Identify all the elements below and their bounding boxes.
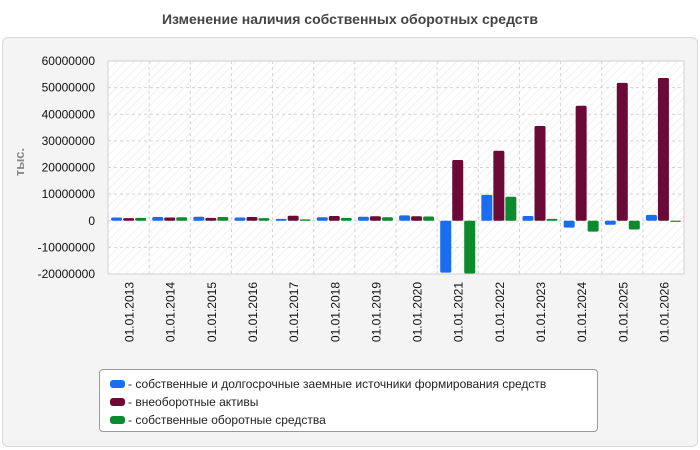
- bar: [423, 216, 435, 221]
- legend-swatch-working-capital: [110, 416, 125, 424]
- bar: [205, 217, 217, 221]
- legend: - собственные и долгосрочные заемные ист…: [99, 369, 598, 432]
- bar: [481, 194, 493, 221]
- bar: [258, 218, 270, 221]
- bar: [275, 218, 287, 221]
- bar: [616, 82, 628, 221]
- x-tick-label: 01.01.2023: [534, 282, 548, 342]
- y-tick-label: 0: [88, 214, 95, 228]
- bar: [111, 217, 123, 221]
- bar: [522, 215, 534, 221]
- chart-title: Изменение наличия собственных оборотных …: [161, 11, 539, 27]
- legend-item-sources: - собственные и долгосрочные заемные ист…: [100, 375, 597, 393]
- y-axis-label: тыс.: [12, 148, 27, 176]
- legend-swatch-noncurrent-assets: [110, 398, 125, 406]
- bar: [299, 219, 311, 221]
- x-tick-label: 01.01.2016: [246, 282, 260, 342]
- y-tick-label: -20000000: [38, 267, 96, 281]
- bar: [534, 125, 546, 221]
- y-tick-label: 30000000: [42, 134, 96, 148]
- bar: [411, 216, 423, 221]
- x-tick-label: 01.01.2026: [657, 282, 671, 342]
- bar: [176, 217, 188, 221]
- bar: [587, 220, 599, 232]
- bar: [440, 220, 452, 273]
- bar: [217, 217, 229, 221]
- x-tick-label: 01.01.2013: [123, 282, 137, 342]
- bar: [369, 216, 381, 221]
- bar: [452, 160, 464, 221]
- bar: [316, 217, 328, 221]
- y-tick-label: -10000000: [38, 240, 96, 254]
- bar: [464, 220, 476, 274]
- x-tick-label: 01.01.2020: [411, 282, 425, 342]
- legend-label-working-capital: - собственные оборотные средства: [128, 413, 326, 427]
- y-tick-label: 50000000: [42, 81, 96, 95]
- bar: [246, 217, 258, 221]
- y-tick-label: 60000000: [42, 54, 96, 68]
- x-tick-label: 01.01.2021: [452, 282, 466, 342]
- x-tick-label: 01.01.2014: [164, 282, 178, 342]
- x-tick-label: 01.01.2018: [328, 282, 342, 342]
- x-tick-label: 01.01.2019: [369, 282, 383, 342]
- y-axis-ticks: -20000000 -10000000 0 10000000 20000000 30000…: [38, 54, 96, 281]
- bar: [563, 220, 575, 228]
- bar: [604, 220, 616, 225]
- grid: [108, 61, 684, 274]
- bar: [152, 217, 164, 221]
- bar: [234, 217, 246, 221]
- bar: [399, 215, 411, 221]
- bar: [340, 217, 352, 221]
- bars: [111, 78, 681, 274]
- bar: [328, 215, 340, 221]
- bar: [381, 217, 393, 221]
- bar: [287, 215, 299, 221]
- x-tick-label: 01.01.2025: [616, 282, 630, 342]
- bar: [135, 217, 147, 221]
- legend-swatch-sources: [110, 380, 125, 388]
- bar: [193, 216, 205, 221]
- bar: [357, 216, 369, 221]
- x-tick-label: 01.01.2022: [493, 282, 507, 342]
- legend-item-noncurrent-assets: - внеоборотные активы: [100, 393, 597, 411]
- bar: [505, 196, 517, 221]
- bar: [546, 218, 558, 221]
- legend-label-sources: - собственные и долгосрочные заемные ист…: [128, 377, 547, 391]
- x-tick-label: 01.01.2024: [575, 282, 589, 342]
- bar: [164, 217, 176, 221]
- bar: [645, 214, 657, 221]
- bar: [669, 220, 681, 222]
- bar: [493, 150, 505, 221]
- bar: [657, 78, 669, 221]
- y-tick-label: 40000000: [42, 107, 96, 121]
- legend-item-working-capital: - собственные оборотные средства: [100, 411, 597, 429]
- bar: [628, 220, 640, 230]
- bar: [123, 218, 135, 221]
- x-axis-ticks: 01.01.2013 01.01.2014 01.01.2015 01.01.2016…: [123, 282, 672, 342]
- bar: [575, 105, 587, 221]
- y-tick-label: 10000000: [42, 187, 96, 201]
- legend-label-noncurrent-assets: - внеоборотные активы: [128, 395, 259, 409]
- x-tick-label: 01.01.2017: [287, 282, 301, 342]
- x-tick-label: 01.01.2015: [205, 282, 219, 342]
- y-tick-label: 20000000: [42, 161, 96, 175]
